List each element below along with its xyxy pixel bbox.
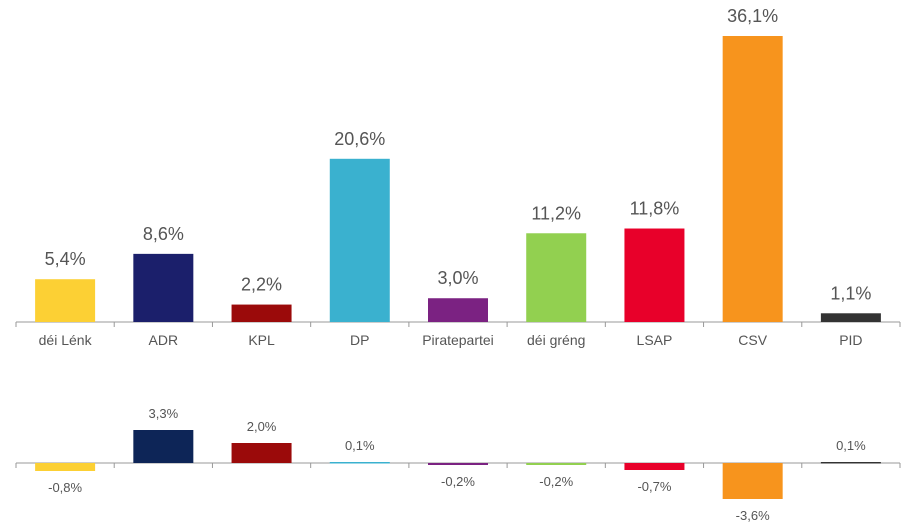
bar xyxy=(35,279,96,322)
bar xyxy=(624,463,685,470)
value-label: 36,1% xyxy=(727,6,778,26)
x-tick-label: PID xyxy=(839,332,862,348)
bar xyxy=(329,462,390,464)
value-label: 0,1% xyxy=(345,438,375,453)
bar xyxy=(35,463,96,471)
value-label: -0,2% xyxy=(539,474,573,489)
bar xyxy=(526,233,587,322)
value-label: 3,3% xyxy=(149,406,179,421)
value-label: -3,6% xyxy=(736,508,770,523)
value-label: 1,1% xyxy=(830,283,871,303)
value-label: 2,2% xyxy=(241,275,282,295)
value-label: 5,4% xyxy=(45,249,86,269)
bar xyxy=(231,443,292,463)
bar xyxy=(820,462,881,464)
bar xyxy=(133,253,194,322)
bar xyxy=(722,36,783,322)
x-tick-label: déi Lénk xyxy=(39,332,93,348)
value-label: 20,6% xyxy=(334,129,385,149)
value-label: 11,8% xyxy=(630,199,680,219)
value-label: 3,0% xyxy=(437,268,478,288)
x-tick-label: Piratepartei xyxy=(422,332,494,348)
bar xyxy=(722,463,783,499)
bar xyxy=(624,228,685,322)
value-label: -0,2% xyxy=(441,474,475,489)
x-tick-label: KPL xyxy=(248,332,275,348)
bar xyxy=(329,158,390,322)
x-tick-label: DP xyxy=(350,332,369,348)
bar xyxy=(820,313,881,322)
value-label: 11,2% xyxy=(531,203,581,223)
x-tick-label: LSAP xyxy=(637,332,673,348)
bar xyxy=(133,430,194,463)
value-label: -0,8% xyxy=(48,480,82,495)
x-tick-label: ADR xyxy=(149,332,179,348)
bar xyxy=(526,463,587,465)
x-tick-label: déi gréng xyxy=(527,332,585,348)
value-label: 2,0% xyxy=(247,419,277,434)
bar xyxy=(428,463,488,465)
bar xyxy=(428,298,488,322)
value-label: -0,7% xyxy=(637,479,671,494)
value-label: 8,6% xyxy=(143,224,184,244)
bar xyxy=(231,304,292,322)
value-label: 0,1% xyxy=(836,438,866,453)
x-tick-label: CSV xyxy=(738,332,767,348)
